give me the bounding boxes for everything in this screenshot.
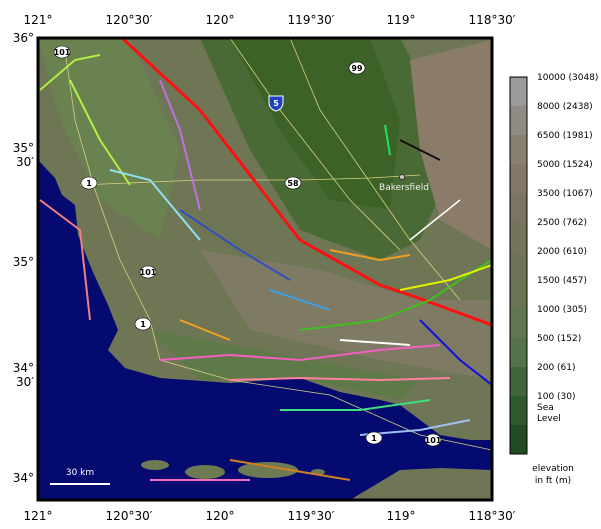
colorbar-frame [509,76,528,455]
route-shield [139,265,157,279]
color-swatch [510,106,527,135]
x-label-top: 120°30′ [106,13,153,27]
color-swatch [510,77,527,106]
color-swatch [510,251,527,280]
x-label-top: 119°30′ [288,13,335,27]
color-swatch [510,338,527,367]
axes: 121°121°120°30′120°30′120°120°119°30′119… [13,13,516,523]
legend-title: elevation [532,464,574,474]
legend-label: 10000 (3048) [537,73,598,83]
route-shield [80,176,98,190]
y-label: 35° [13,141,34,155]
route-number: 5 [273,99,279,108]
legend-label: Sea [537,403,554,413]
legend-label: 500 (152) [537,334,581,344]
route-shield [365,431,383,445]
y-label: 30′ [16,155,34,169]
city-label: Bakersfield [379,183,429,193]
legend-label: 6500 (1981) [537,131,593,141]
legend-label: 1000 (305) [537,305,587,315]
color-swatch [510,396,527,425]
route-number: 1 [140,320,146,329]
route-shield [53,45,71,59]
y-label: 36° [13,31,34,45]
map-area [38,38,492,500]
legend-label: 3500 (1067) [537,189,593,199]
color-swatch [510,425,527,454]
legend-label: Level [537,414,561,424]
route-number: 101 [54,48,71,57]
scale-label: 30 km [66,468,94,478]
ocean [38,160,492,500]
route-number: 101 [140,268,157,277]
x-label-bottom: 120°30′ [106,509,153,523]
city-marker [399,174,405,180]
y-label: 35° [13,255,34,269]
route-number: 58 [287,179,299,188]
map-frame [36,36,494,502]
x-label-top: 119° [387,13,416,27]
y-label: 30′ [16,375,34,389]
color-swatch [510,309,527,338]
route-shield [348,61,366,75]
color-swatch [510,164,527,193]
route-number: 101 [425,436,442,445]
legend-label: 8000 (2438) [537,102,593,112]
y-label: 34° [13,361,34,375]
x-label-top: 118°30′ [469,13,516,27]
legend-label: 2500 (762) [537,218,587,228]
legend: 10000 (3048) 8000 (2438) 6500 (1981) 5000 (… [509,73,598,486]
x-label-top: 120° [206,13,235,27]
color-swatch [510,135,527,164]
route-shield [134,317,152,331]
scale-bar: 30 km [50,468,110,485]
color-swatch [510,222,527,251]
islands [141,460,325,479]
legend-label: 2000 (610) [537,247,587,257]
highway-shields: 101 99 5 58 1 101 1 1 101 [53,45,442,447]
color-swatch [510,280,527,309]
route-number: 1 [86,179,92,188]
faults [39,38,492,481]
legend-label: 1500 (457) [537,276,587,286]
legend-title: in ft (m) [535,476,571,486]
route-shield [424,433,442,447]
x-label-bottom: 118°30′ [469,509,516,523]
color-swatch [510,367,527,396]
route-number: 1 [371,434,377,443]
x-label-bottom: 121° [24,509,53,523]
color-swatch [510,193,527,222]
legend-label: 5000 (1524) [537,160,593,170]
route-number: 99 [351,64,363,73]
x-label-bottom: 119° [387,509,416,523]
legend-label: 200 (61) [537,363,576,373]
interstate-shield [268,95,284,112]
y-label: 34° [13,471,34,485]
x-label-top: 121° [24,13,53,27]
legend-label: 100 (30) [537,392,576,402]
route-shield [284,176,302,190]
x-label-bottom: 119°30′ [288,509,335,523]
x-label-bottom: 120° [206,509,235,523]
